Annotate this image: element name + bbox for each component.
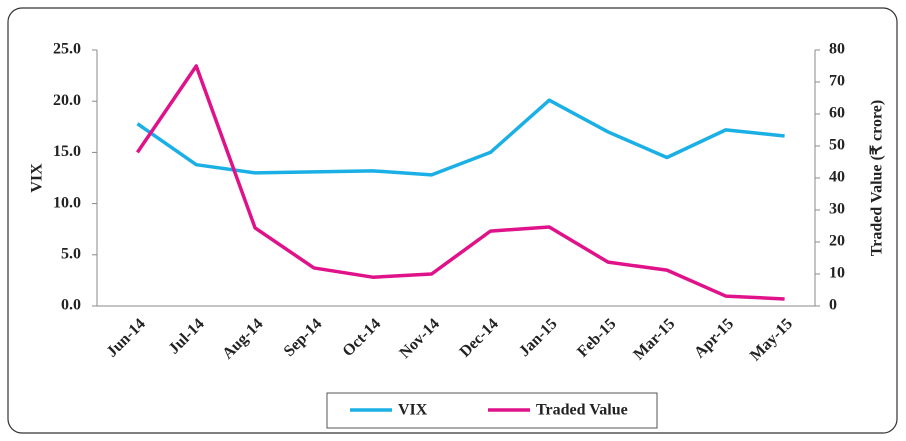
y2-tick-label: 40 — [829, 169, 845, 186]
y2-axis-title: Traded Value (₹ crore) — [869, 100, 886, 256]
y-axis-title: VIX — [29, 163, 46, 193]
y2-tick-label: 20 — [829, 233, 845, 250]
y2-tick-label: 10 — [829, 265, 845, 282]
y2-tick-label: 60 — [829, 105, 845, 122]
y2-tick-label: 50 — [829, 137, 845, 154]
y2-tick-label: 70 — [829, 73, 845, 90]
y-tick-label: 5.0 — [61, 245, 81, 262]
y2-tick-label: 80 — [829, 41, 845, 58]
y-tick-label: 0.0 — [61, 297, 81, 314]
y-tick-label: 15.0 — [53, 143, 81, 160]
y-tick-label: 25.0 — [53, 41, 81, 58]
y-tick-label: 20.0 — [53, 92, 81, 109]
y-tick-label: 10.0 — [53, 194, 81, 211]
series-line — [135, 64, 785, 301]
legend-label: VIX — [398, 402, 428, 419]
frame — [7, 7, 898, 434]
legend-label: Traded Value — [536, 402, 628, 419]
y2-tick-label: 30 — [829, 201, 845, 218]
series-line — [136, 98, 785, 177]
y2-tick-label: 0 — [829, 297, 837, 314]
